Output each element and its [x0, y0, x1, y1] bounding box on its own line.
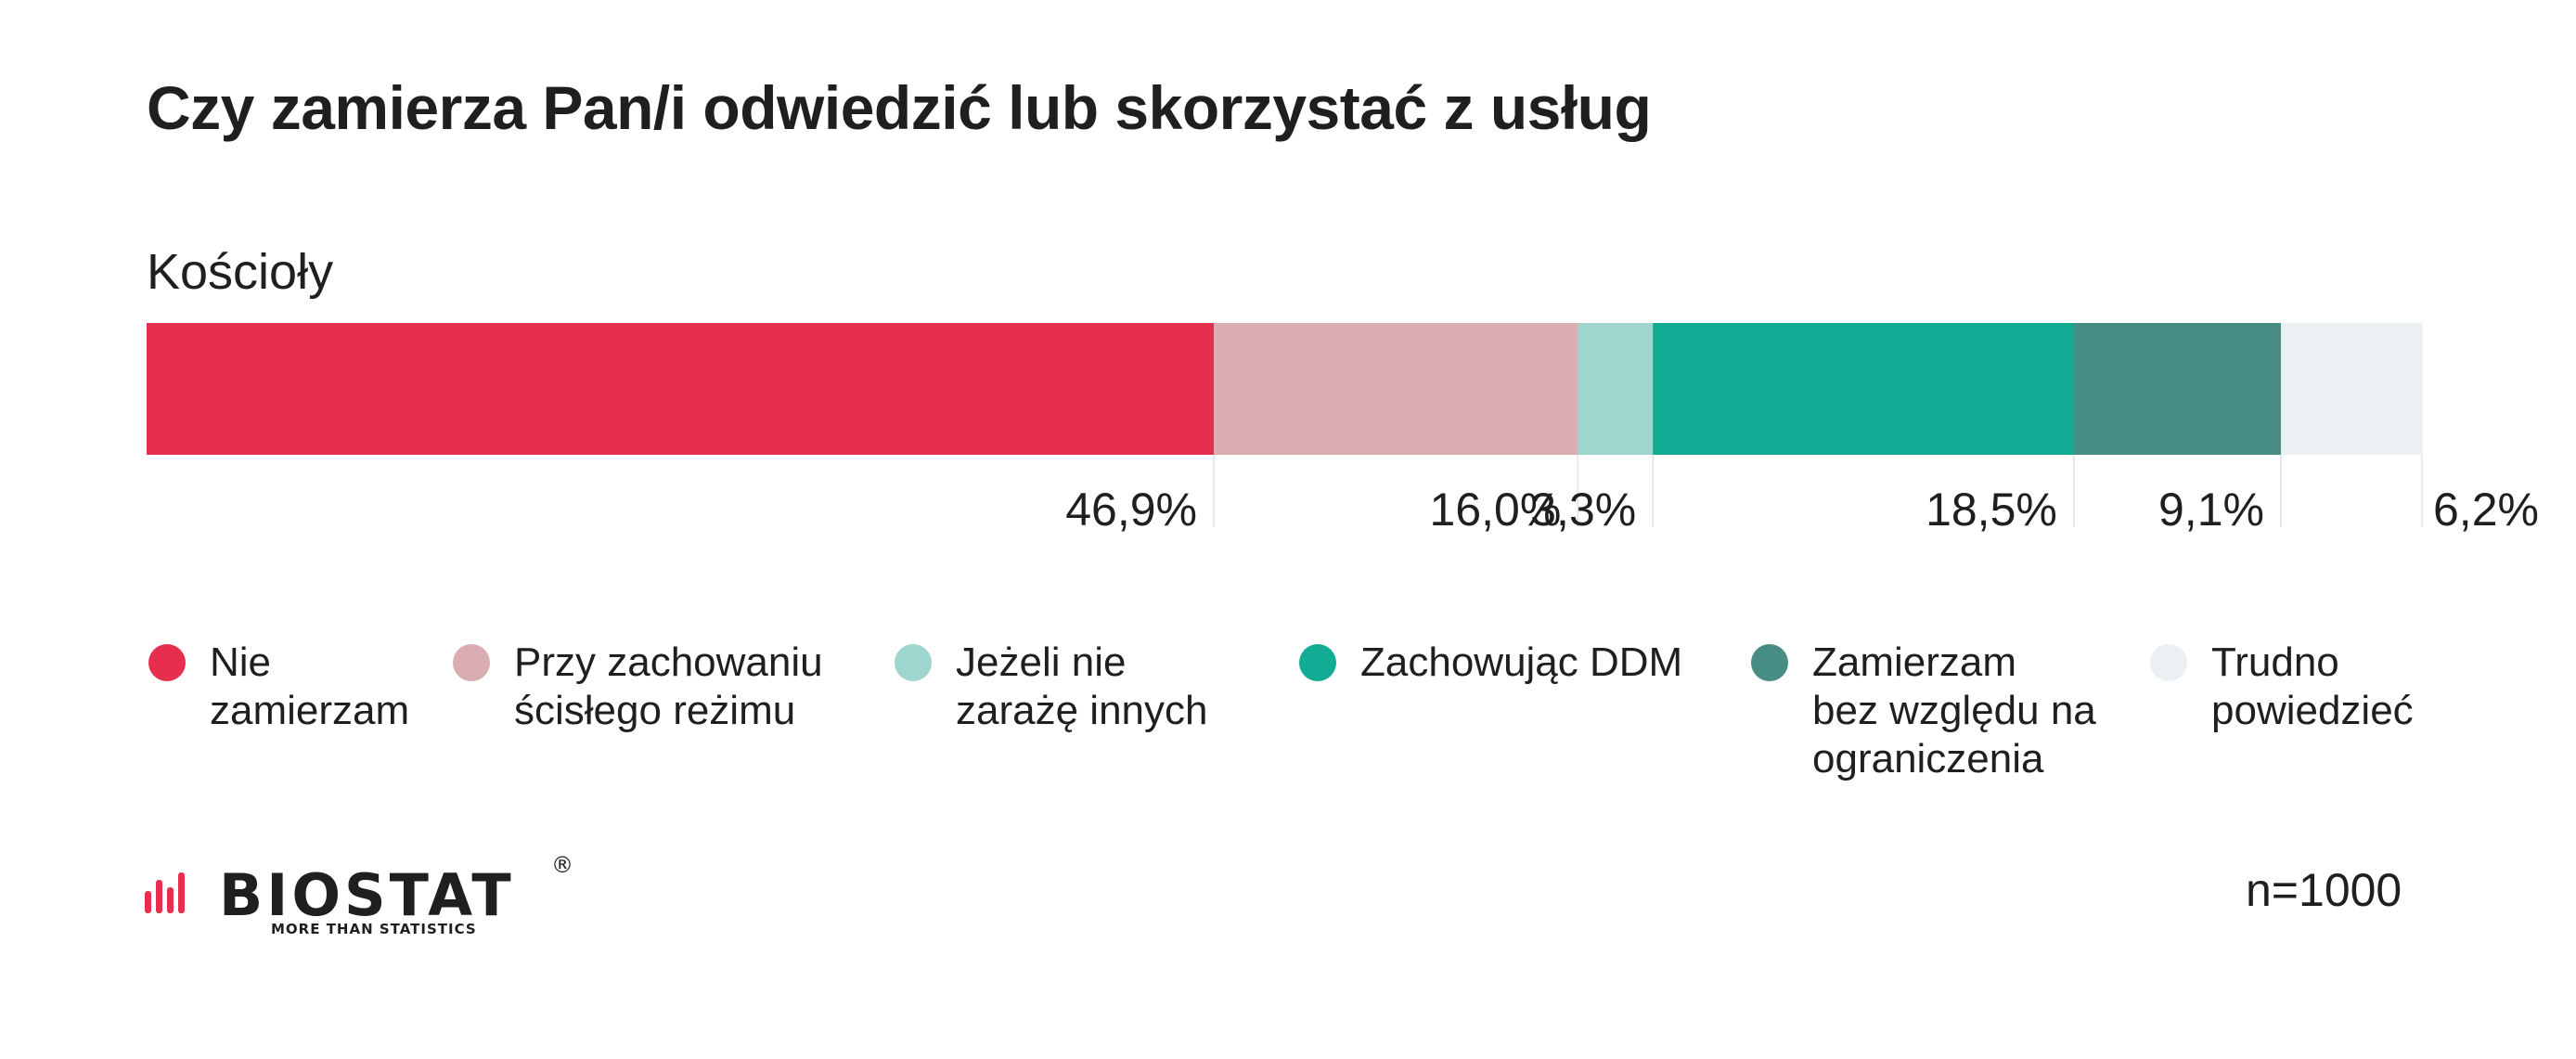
value-label: 46,9%	[1065, 484, 1197, 536]
bar-segment-zachowuj-c-ddm	[1653, 323, 2075, 455]
bar-segment-trudno-powiedzie	[2280, 323, 2423, 455]
bar-segments	[147, 323, 2423, 455]
legend-swatch	[1751, 644, 1788, 681]
category-label: Kościoły	[147, 244, 334, 300]
legend-label: Zamierzam bez względu na ograniczenia	[1812, 639, 2096, 781]
legend-item-jezeli-nie: Jeżeli nie zarażę innych	[895, 639, 1207, 735]
stacked-bar-chart: 46,9% 16,0%3,3% 18,5% 9,1% 6,2%	[147, 323, 2539, 536]
legend-label: Jeżeli nie zarażę innych	[956, 639, 1208, 733]
sample-size: n=1000	[2246, 864, 2402, 916]
bar-segment-nie-zamierzam	[147, 323, 1215, 455]
biostat-logo: BIOSTAT ® MORE THAN STATISTICS	[139, 845, 585, 942]
value-label: 6,2%	[2433, 484, 2539, 536]
value-labels: 46,9% 16,0%3,3% 18,5% 9,1% 6,2%	[1065, 484, 2539, 536]
legend-swatch	[1299, 644, 1336, 681]
legend-item-przy-zachowaniu: Przy zachowaniu ścisłego reżimu	[453, 639, 823, 735]
legend-label: Zachowując DDM	[1360, 639, 1683, 685]
logo-wordmark: BIOSTAT	[219, 861, 515, 929]
legend-label: Trudno powiedzieć	[2211, 639, 2414, 733]
logo-tagline: MORE THAN STATISTICS	[271, 921, 477, 937]
bar-segment-je-eli-nie-zara-innych	[1578, 323, 1654, 455]
logo-registered: ®	[551, 852, 573, 878]
value-label: 3,3%	[1530, 484, 1636, 536]
legend-item-trudno: Trudno powiedzieć	[2150, 639, 2414, 735]
biostat-logo-mark: BIOSTAT ® MORE THAN STATISTICS	[145, 852, 573, 937]
value-label: 9,1%	[2158, 484, 2264, 536]
value-label: 18,5%	[1926, 484, 2057, 536]
legend-item-nie-zamierzam: Nie zamierzam	[148, 639, 409, 735]
legend-label: Nie zamierzam	[210, 639, 410, 733]
legend-swatch	[895, 644, 932, 681]
segment-guide-lines	[1213, 455, 2423, 527]
legend-swatch	[148, 644, 186, 681]
legend-swatch	[2150, 644, 2187, 681]
legend-label: Przy zachowaniu ścisłego reżimu	[514, 639, 823, 733]
legend-swatch	[453, 644, 490, 681]
legend-item-zachowujac-ddm: Zachowując DDM	[1299, 639, 1682, 687]
bar-segment-zamierzam-bez-wzgl-du-na-ograniczenia	[2073, 323, 2282, 455]
legend-item-zamierzam: Zamierzam bez względu na ograniczenia	[1751, 639, 2096, 783]
value-label: 16,0%	[1430, 484, 1562, 536]
bar-segment-przy-zachowaniu-cis-ego-re-imu	[1213, 323, 1578, 455]
chart-title: Czy zamierza Pan/i odwiedzić lub skorzys…	[147, 73, 1652, 142]
